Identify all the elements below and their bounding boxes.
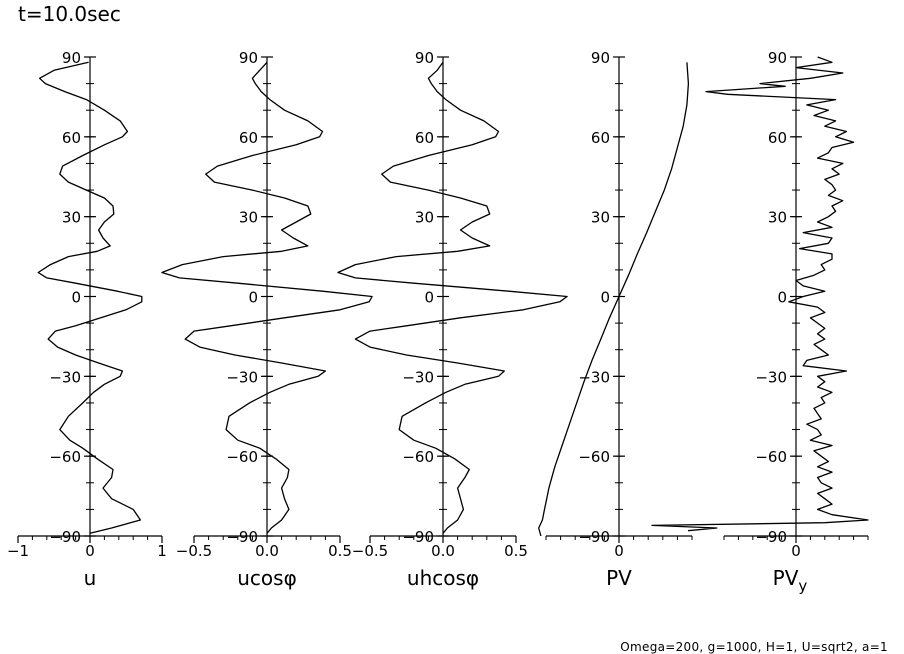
panel-5-y-tick-label: −90 (755, 528, 787, 546)
panel-2-y-tick-label: 0 (248, 289, 258, 307)
panel-2-y-tick-label: −60 (226, 448, 258, 466)
panel-1-x-tick-label: −1 (7, 542, 29, 560)
panel-1-y-tick-label: −30 (49, 368, 81, 386)
panel-4-x-axis-label: PV (606, 566, 632, 590)
panel-3-series-line (337, 61, 568, 534)
panel-2-series-line (161, 61, 373, 534)
panel-1-x-axis-label: u (84, 566, 97, 590)
panel-2-y-tick-label: −90 (226, 528, 258, 546)
panel-4-y-tick-label: 60 (591, 129, 610, 147)
panel-1-y-tick-label: 90 (62, 49, 81, 67)
panel-4-series-line (538, 62, 690, 537)
panel-4-y-tick-label: −60 (578, 448, 610, 466)
parameter-footnote: Omega=200, g=1000, H=1, U=sqrt2, a=1 (620, 640, 888, 654)
panel-3-y-tick-label: −30 (402, 368, 434, 386)
panel-2-y-tick-label: 60 (239, 129, 258, 147)
panel-5-y-tick-label: −30 (755, 368, 787, 386)
panel-1-x-tick-label: 1 (157, 542, 167, 560)
panel-5-y-tick-label: 0 (777, 289, 787, 307)
panel-4-y-tick-label: 0 (600, 289, 610, 307)
panel-5-series-line (651, 56, 869, 532)
panel-1-x-tick-label: 0 (85, 542, 95, 560)
figure-title: t=10.0sec (18, 2, 121, 26)
panel-3-y-tick-label: 60 (415, 129, 434, 147)
panel-2-x-tick-label: 0.0 (255, 542, 279, 560)
panel-4-y-tick-label: −90 (578, 528, 610, 546)
panel-5-y-tick-label: −60 (755, 448, 787, 466)
panel-3-y-tick-label: −60 (402, 448, 434, 466)
panel-5-y-tick-label: 90 (768, 49, 787, 67)
panel-3-x-tick-label: −0.5 (352, 542, 388, 560)
panel-3-x-axis-label: uhcosφ (407, 566, 479, 590)
panel-3-x-tick-label: 0.5 (504, 542, 528, 560)
panel-1-y-tick-label: −90 (49, 528, 81, 546)
panel-4-y-tick-label: −30 (578, 368, 610, 386)
panel-5-y-tick-label: 60 (768, 129, 787, 147)
panel-1-y-tick-label: 30 (62, 209, 81, 227)
panel-2-x-axis-label: ucosφ (237, 566, 297, 590)
panel-5-x-axis-label: PVy (773, 566, 808, 595)
panel-3-y-tick-label: 0 (424, 289, 434, 307)
panel-3-y-tick-label: 90 (415, 49, 434, 67)
panel-1-y-tick-label: 0 (71, 289, 81, 307)
panel-2-y-tick-label: 30 (239, 209, 258, 227)
panel-3-x-tick-label: 0.0 (431, 542, 455, 560)
panel-2-y-tick-label: 90 (239, 49, 258, 67)
panel-1-y-tick-label: −60 (49, 448, 81, 466)
panel-2-x-tick-label: −0.5 (176, 542, 212, 560)
panel-2-y-tick-label: −30 (226, 368, 258, 386)
panel-3-y-tick-label: −90 (402, 528, 434, 546)
panel-3-y-tick-label: 30 (415, 209, 434, 227)
panel-4-y-tick-label: 30 (591, 209, 610, 227)
panel-5-y-tick-label: 30 (768, 209, 787, 227)
panel-1-series-line (37, 61, 143, 534)
panel-5-x-tick-label: 0 (791, 542, 801, 560)
panel-1-y-tick-label: 60 (62, 129, 81, 147)
panel-4-x-tick-label: 0 (614, 542, 624, 560)
panel-2-x-tick-label: 0.5 (328, 542, 352, 560)
panel-4-y-tick-label: 90 (591, 49, 610, 67)
